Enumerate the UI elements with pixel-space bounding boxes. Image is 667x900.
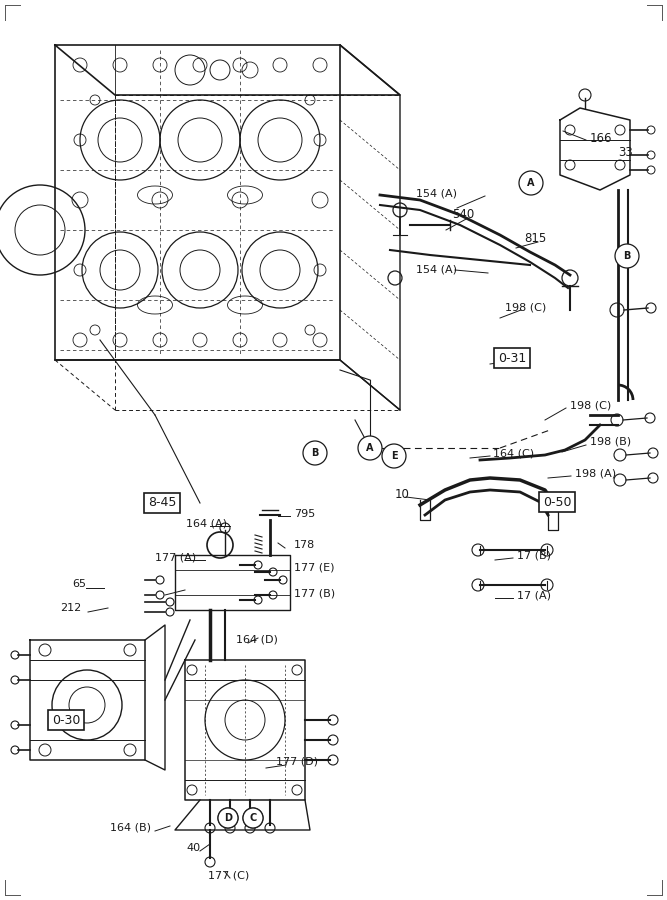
Text: 540: 540: [452, 209, 474, 221]
Text: 795: 795: [294, 509, 315, 519]
Text: 0-31: 0-31: [498, 352, 526, 365]
Text: 10: 10: [395, 489, 410, 501]
Text: 198 (C): 198 (C): [505, 303, 546, 313]
Circle shape: [382, 444, 406, 468]
Text: 198 (A): 198 (A): [575, 468, 616, 478]
Text: 164 (C): 164 (C): [493, 448, 534, 458]
Text: 177 (D): 177 (D): [276, 757, 318, 767]
Text: 17 (A): 17 (A): [517, 590, 551, 600]
Text: 0-50: 0-50: [543, 496, 571, 508]
Text: C: C: [249, 813, 257, 823]
Text: 177 (C): 177 (C): [208, 871, 249, 881]
Text: 154 (A): 154 (A): [416, 188, 457, 198]
Text: 65: 65: [72, 579, 86, 589]
Text: 178: 178: [294, 540, 315, 550]
Circle shape: [218, 808, 238, 828]
Text: 166: 166: [590, 131, 612, 145]
Circle shape: [615, 244, 639, 268]
Circle shape: [303, 441, 327, 465]
Text: E: E: [391, 451, 398, 461]
Text: D: D: [224, 813, 232, 823]
Text: 177 (E): 177 (E): [294, 563, 334, 573]
Text: 815: 815: [524, 231, 546, 245]
Text: 164 (B): 164 (B): [110, 823, 151, 833]
Text: 177 (B): 177 (B): [294, 588, 335, 598]
Text: 0-30: 0-30: [52, 714, 80, 726]
Text: 212: 212: [60, 603, 81, 613]
Text: 33: 33: [618, 146, 633, 158]
Text: A: A: [366, 443, 374, 453]
Circle shape: [519, 171, 543, 195]
Text: A: A: [527, 178, 535, 188]
Text: B: B: [311, 448, 319, 458]
Text: 198 (B): 198 (B): [590, 437, 631, 447]
Text: 8-45: 8-45: [148, 497, 176, 509]
Circle shape: [358, 436, 382, 460]
Text: 164 (D): 164 (D): [236, 635, 278, 645]
Circle shape: [243, 808, 263, 828]
Text: 164 (A): 164 (A): [186, 518, 227, 528]
Text: 177 (A): 177 (A): [155, 552, 196, 562]
Text: 40: 40: [186, 843, 200, 853]
Text: 198 (C): 198 (C): [570, 401, 611, 411]
Text: B: B: [624, 251, 631, 261]
Text: 17 (B): 17 (B): [517, 550, 551, 560]
Text: 154 (A): 154 (A): [416, 265, 457, 275]
